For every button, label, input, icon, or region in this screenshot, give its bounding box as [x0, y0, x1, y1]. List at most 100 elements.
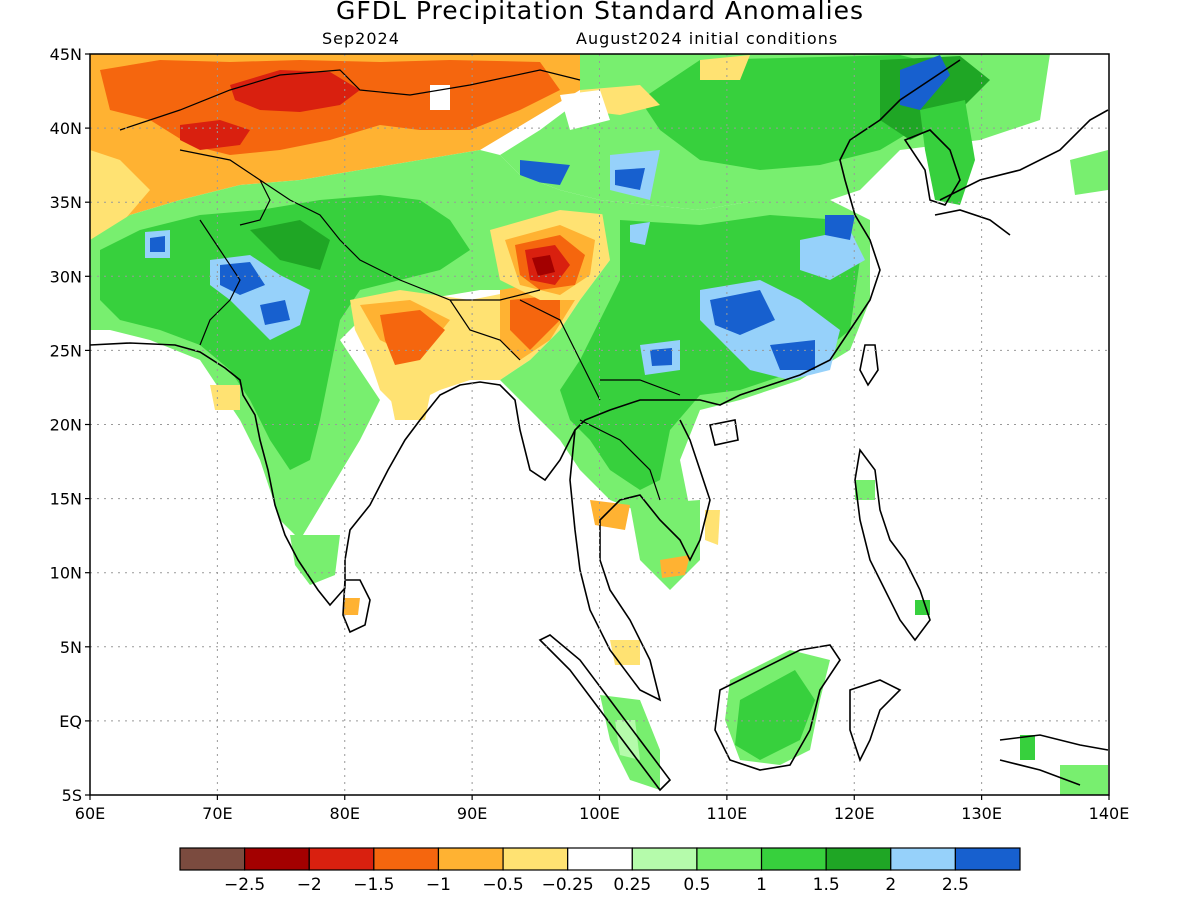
legend-label: 1: [756, 875, 767, 895]
legend-label: −1: [426, 875, 451, 895]
lat-tick-label: 25N: [50, 341, 82, 360]
coastline-japan: [934, 109, 1109, 236]
forecast-month: Sep2024: [322, 29, 400, 48]
anomaly-region: [250, 220, 330, 270]
legend-label: 2: [885, 875, 896, 895]
legend-label: −1.5: [353, 875, 394, 895]
legend-swatch: [437, 847, 504, 871]
gridlines: [90, 54, 1109, 795]
anomaly-region: [615, 720, 640, 760]
anomaly-region: [560, 90, 610, 130]
lon-tick-label: 60E: [75, 804, 105, 823]
lat-tick-label: 35N: [50, 193, 82, 212]
anomaly-region: [380, 310, 445, 365]
anomaly-region: [855, 480, 875, 500]
anomaly-region: [705, 510, 720, 545]
legend-swatch: [373, 847, 440, 871]
legend-swatch: [890, 847, 956, 871]
coastline-philippines: [854, 448, 931, 642]
anomaly-region: [180, 120, 250, 150]
coastline-sri-lanka: [342, 579, 371, 634]
legend-swatch: [954, 847, 1021, 871]
anomaly-region: [770, 340, 815, 370]
anomaly-region: [532, 255, 555, 276]
lon-tick-label: 110E: [707, 804, 748, 823]
anomaly-region: [710, 290, 775, 335]
anomaly-region: [90, 150, 150, 240]
lat-tick-label: 5N: [60, 638, 82, 657]
lon-tick-label: 70E: [202, 804, 232, 823]
longitude-axis: 60E 70E 80E 90E 100E 110E 120E 130E 140E: [75, 795, 1130, 823]
lon-tick-label: 80E: [330, 804, 360, 823]
lat-tick-label: 15N: [50, 490, 82, 509]
lat-tick-label: 5S: [62, 786, 82, 805]
legend-label: 1.5: [813, 875, 840, 895]
anomaly-region: [825, 215, 855, 240]
lat-tick-label: 20N: [50, 416, 82, 435]
legend-label: −0.5: [482, 875, 523, 895]
coastline-new-guinea: [999, 734, 1109, 786]
anomaly-region: [610, 640, 640, 665]
legend-swatch: [696, 847, 763, 871]
anomaly-region: [1070, 150, 1108, 195]
lon-tick-label: 100E: [579, 804, 620, 823]
lon-tick-label: 130E: [961, 804, 1002, 823]
anomaly-region: [615, 168, 645, 190]
lon-tick-label: 90E: [457, 804, 487, 823]
legend-swatch: [760, 847, 827, 871]
legend-swatch: [567, 847, 633, 871]
anomaly-region: [660, 555, 690, 578]
legend-label: 0.5: [683, 875, 710, 895]
legend-label: −2: [297, 875, 322, 895]
anomaly-region: [1020, 735, 1035, 760]
map-title: GFDL Precipitation Standard Anomalies: [336, 0, 864, 25]
lat-tick-label: 40N: [50, 119, 82, 138]
anomaly-field: [90, 54, 1108, 795]
anomaly-region: [920, 100, 975, 205]
anomaly-region: [1060, 765, 1108, 795]
coastline-taiwan: [859, 344, 879, 387]
legend-swatch: [244, 847, 310, 871]
initial-conditions: August2024 initial conditions: [576, 29, 839, 48]
anomaly-region: [650, 348, 672, 366]
anomaly-region: [560, 215, 860, 490]
coastline-korea: [903, 129, 961, 206]
lat-tick-label: 30N: [50, 267, 82, 286]
border-lines: [119, 69, 681, 501]
legend-swatch: [308, 847, 375, 871]
color-legend: −2.5 −2 −1.5 −1 −0.5 −0.25 0.25 0.5 1 1.5 2 2.5: [179, 847, 1021, 895]
coastline-south-asia: [90, 59, 961, 607]
coastline-sulawesi: [849, 679, 902, 763]
legend-swatch: [825, 847, 892, 871]
anomaly-region: [343, 598, 360, 615]
latitude-axis: 45N 40N 35N 30N 25N 20N 15N 10N 5N EQ 5S: [50, 45, 90, 805]
anomaly-region: [510, 295, 560, 350]
anomaly-region: [735, 670, 815, 760]
legend-label: −0.25: [542, 875, 594, 895]
legend-label: −2.5: [224, 875, 265, 895]
legend-swatch: [179, 847, 246, 871]
anomaly-region: [520, 160, 570, 185]
anomaly-region: [150, 236, 165, 252]
coastline-borneo: [714, 644, 841, 771]
lat-tick-label: 45N: [50, 45, 82, 64]
anomaly-region: [290, 535, 340, 585]
lon-tick-label: 120E: [834, 804, 875, 823]
legend-label: 0.25: [613, 875, 651, 895]
anomaly-region: [700, 55, 750, 80]
lon-tick-label: 140E: [1089, 804, 1130, 823]
legend-label: 2.5: [942, 875, 969, 895]
lat-tick-label: 10N: [50, 564, 82, 583]
coastline-sumatra: [538, 634, 672, 792]
anomaly-region: [800, 230, 865, 280]
anomaly-region: [220, 262, 265, 295]
coastline-hainan: [709, 419, 739, 446]
anomaly-region: [630, 222, 650, 245]
anomaly-region: [260, 300, 290, 325]
anomaly-region: [210, 385, 240, 410]
legend-swatch: [631, 847, 698, 871]
anomaly-region: [390, 395, 430, 420]
lat-tick-label: EQ: [59, 712, 82, 731]
legend-swatch: [502, 847, 569, 871]
